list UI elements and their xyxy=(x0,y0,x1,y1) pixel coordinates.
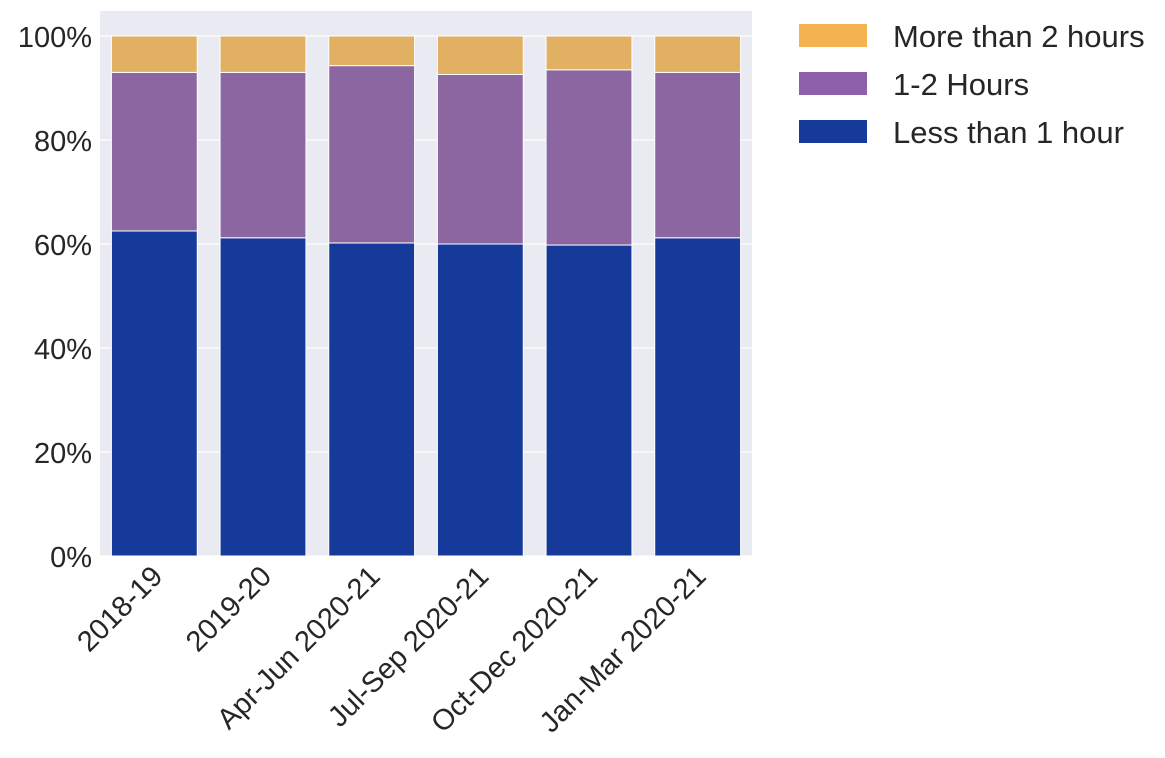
bar-segment xyxy=(110,230,198,557)
y-tick-label: 60% xyxy=(34,230,92,262)
y-tick-label: 80% xyxy=(34,126,92,158)
bar-segment xyxy=(436,243,524,557)
y-tick-label: 100% xyxy=(18,22,92,54)
legend-swatch xyxy=(799,24,867,47)
legend-label: 1-2 Hours xyxy=(893,67,1029,102)
bar-segment xyxy=(328,65,416,244)
legend-swatch xyxy=(799,72,867,95)
bar-segment xyxy=(545,35,633,71)
legend-swatch xyxy=(799,120,867,143)
grid-lines xyxy=(100,35,752,557)
bar-segment xyxy=(110,35,198,73)
legend-label: Less than 1 hour xyxy=(893,115,1124,150)
legend: More than 2 hours 1-2 Hours Less than 1 ho… xyxy=(799,19,1145,150)
y-tick-label: 0% xyxy=(50,542,92,574)
y-tick-labels: 0% 20% 40% 60% 80% 100% xyxy=(18,22,92,574)
bar-segment xyxy=(545,244,633,557)
plot-background xyxy=(100,11,752,556)
bar-segment xyxy=(219,35,307,73)
bar-segment xyxy=(545,69,633,246)
y-tick-label: 20% xyxy=(34,438,92,470)
y-tick-label: 40% xyxy=(34,334,92,366)
bar-segment xyxy=(110,71,198,232)
x-tick-label: 2019-20 xyxy=(180,560,278,658)
bar-segment xyxy=(436,35,524,75)
bar-segment xyxy=(219,237,307,557)
x-tick-label: 2018-19 xyxy=(71,560,169,658)
bar-segment xyxy=(654,71,742,239)
bar-segment xyxy=(436,73,524,245)
bar-segment xyxy=(654,237,742,557)
bar-segment xyxy=(219,71,307,239)
bar-segment xyxy=(654,35,742,73)
bar-segment xyxy=(328,242,416,557)
legend-label: More than 2 hours xyxy=(893,19,1145,54)
bar-segment xyxy=(328,35,416,67)
bars xyxy=(110,35,742,557)
